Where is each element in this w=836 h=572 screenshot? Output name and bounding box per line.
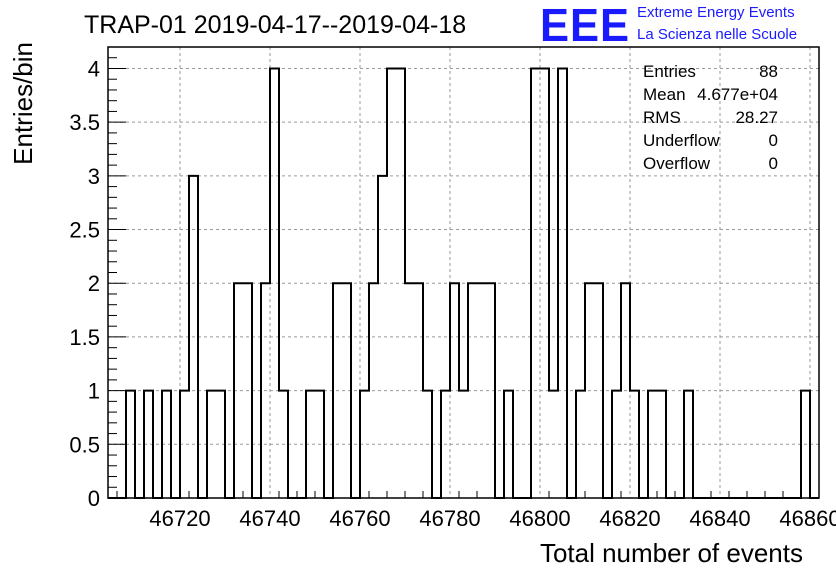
x-tick-label: 46780 [419, 506, 480, 531]
x-tick-label: 46840 [689, 506, 750, 531]
x-axis-ticks: 46720 46740 46760 46780 46800 46820 46840 46860 [116, 491, 836, 531]
x-axis-label: Total number of events [540, 538, 803, 568]
chart-title: TRAP-01 2019-04-17--2019-04-18 [84, 11, 466, 39]
y-tick-label: 1.5 [69, 325, 100, 350]
eee-logo: EEE Extreme Energy Events La Scienza nel… [540, 0, 797, 51]
stat-value: 0 [769, 154, 778, 173]
y-axis-label: Entries/bin [8, 42, 38, 165]
stat-label: Entries [643, 62, 696, 81]
x-tick-label: 46760 [329, 506, 390, 531]
stat-value: 4.677e+04 [697, 85, 778, 104]
y-tick-label: 3.5 [69, 110, 100, 135]
eee-logo-line1: Extreme Energy Events [637, 4, 795, 21]
stat-value: 88 [759, 62, 778, 81]
stat-value: 28.27 [735, 108, 778, 127]
y-tick-label: 0.5 [69, 432, 100, 457]
y-axis-ticks: 0 0.5 1 1.5 2 2.5 3 3.5 4 [69, 46, 126, 511]
stat-value: 0 [769, 131, 778, 150]
eee-logo-line2: La Scienza nelle Scuole [637, 26, 797, 43]
y-tick-label: 0 [88, 486, 100, 511]
x-tick-label: 46800 [509, 506, 570, 531]
y-tick-label: 3 [88, 164, 100, 189]
y-tick-label: 1 [88, 379, 100, 404]
x-tick-label: 46820 [599, 506, 660, 531]
y-tick-label: 4 [88, 56, 100, 81]
stat-label: Underflow [643, 131, 720, 150]
y-tick-label: 2 [88, 271, 100, 296]
stats-box: Entries 88 Mean 4.677e+04 RMS 28.27 Underflow 0… [643, 62, 778, 173]
histogram-outline [108, 67, 819, 499]
x-tick-label: 46740 [239, 506, 300, 531]
plot-frame [107, 46, 820, 499]
grid-lines [108, 47, 819, 498]
stat-label: RMS [643, 108, 681, 127]
stat-label: Overflow [643, 154, 711, 173]
eee-logo-mark: EEE [540, 0, 630, 51]
y-tick-label: 2.5 [69, 218, 100, 243]
x-tick-label: 46720 [149, 506, 210, 531]
stat-label: Mean [643, 85, 686, 104]
x-tick-label: 46860 [779, 506, 836, 531]
